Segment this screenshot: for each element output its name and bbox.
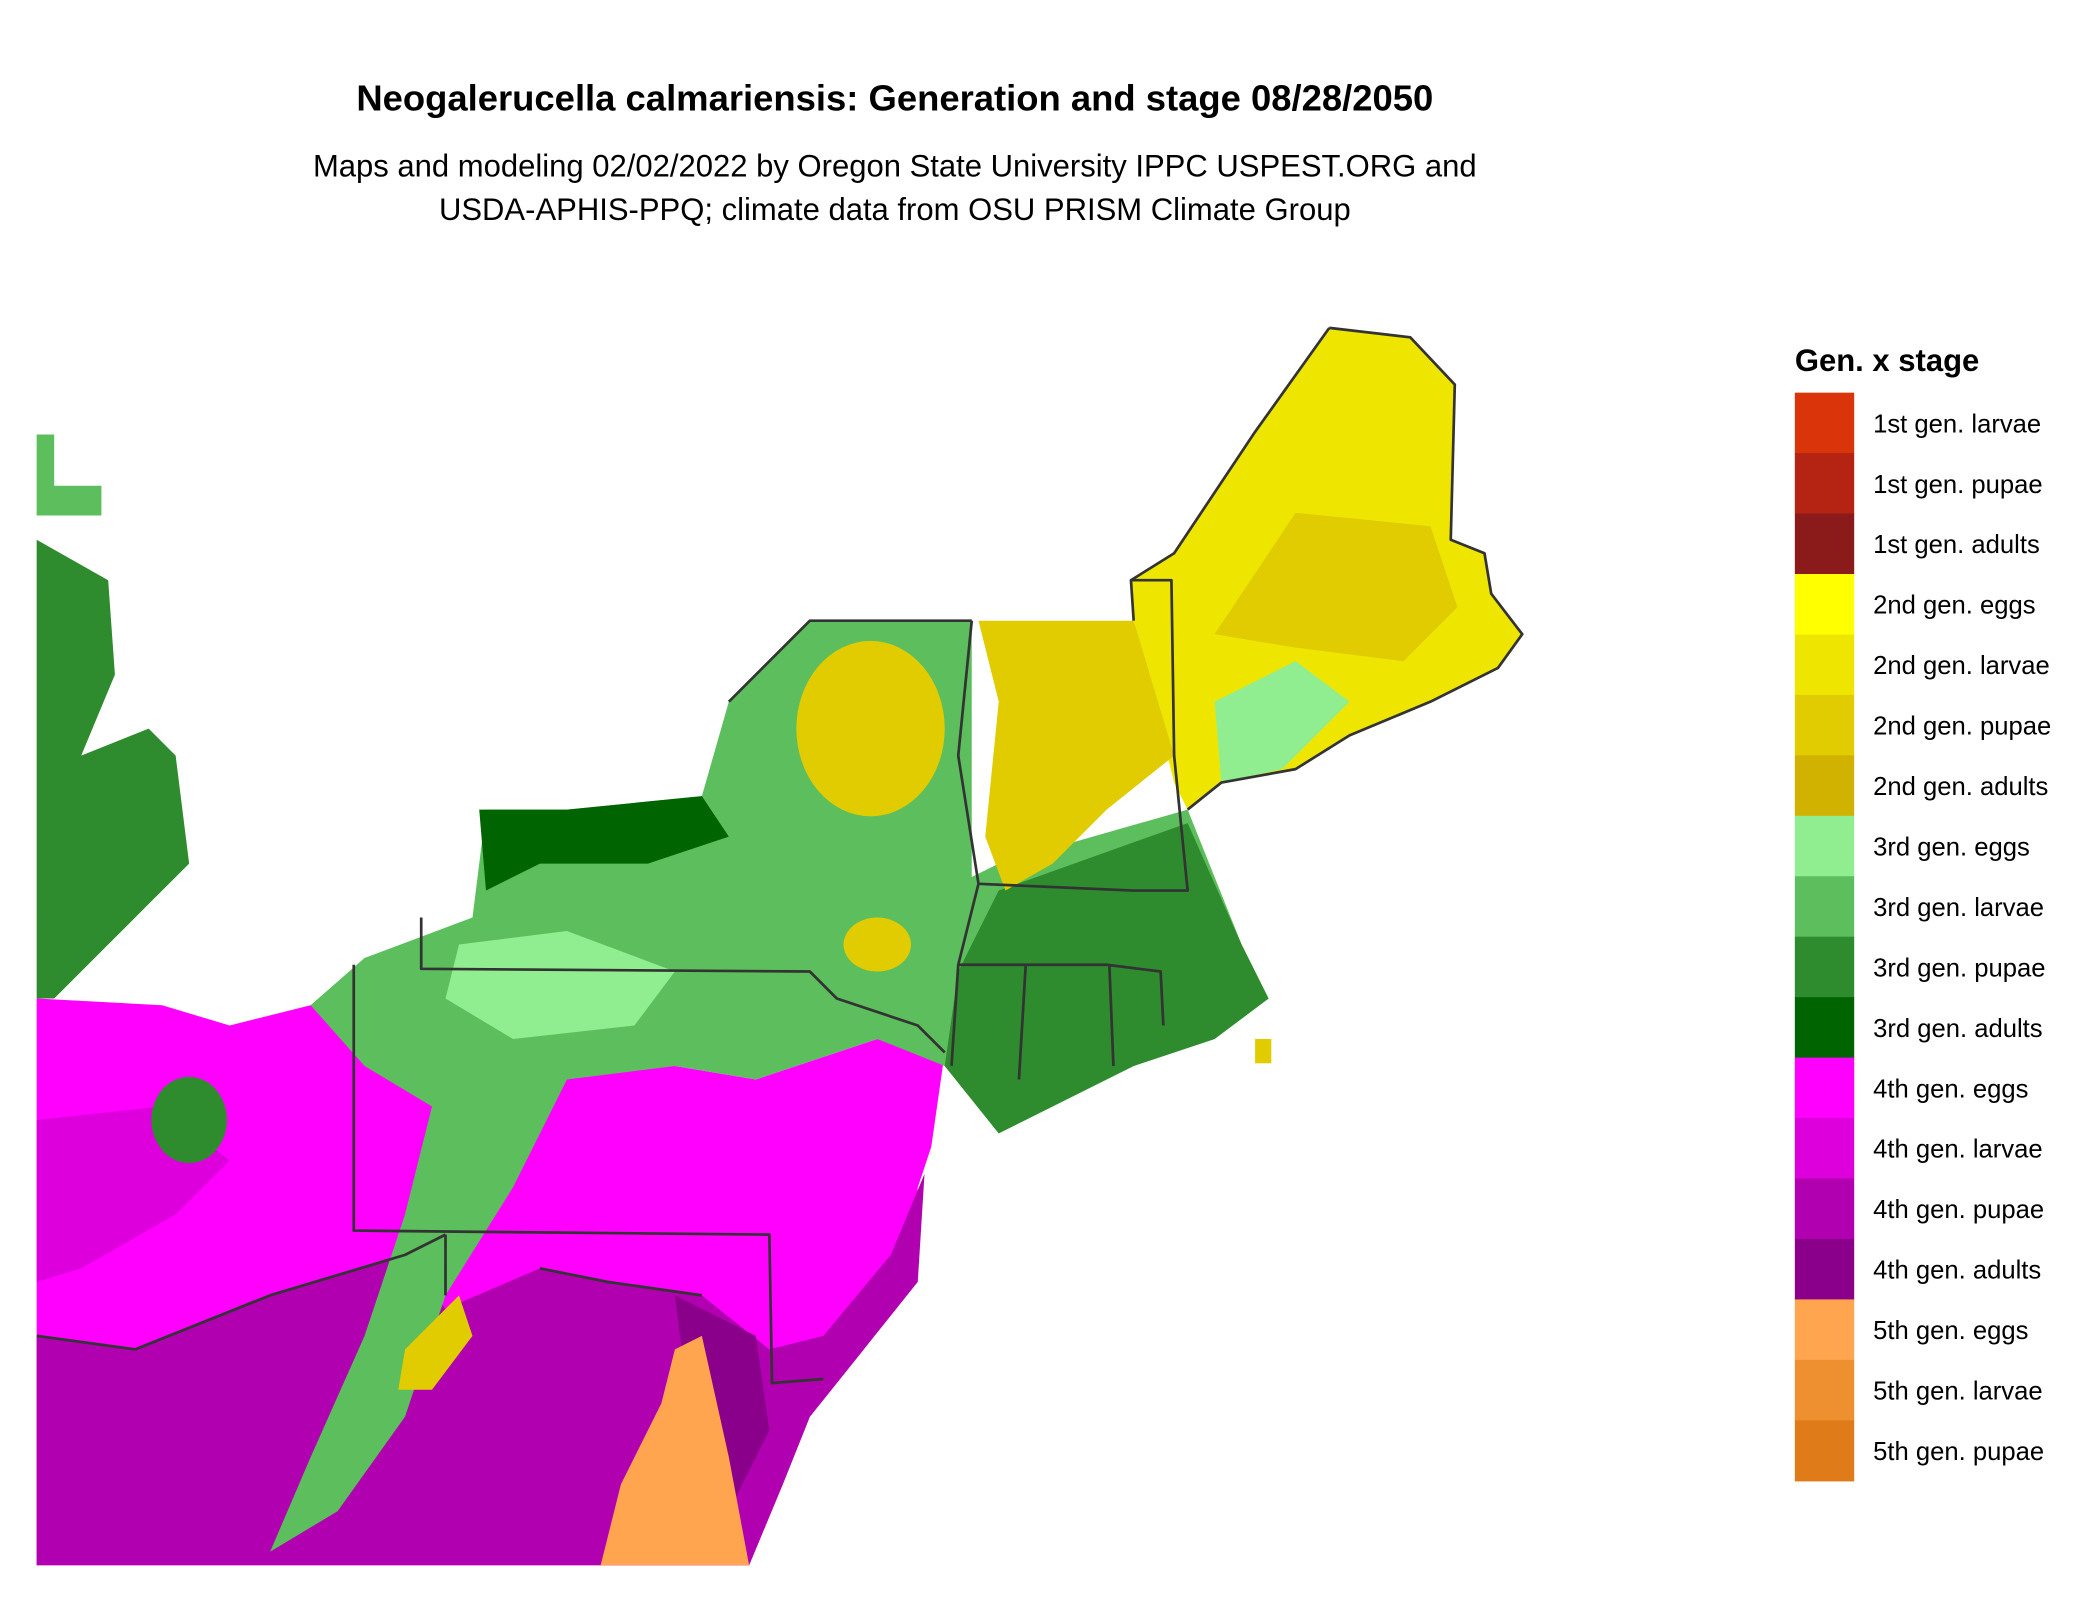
legend-swatch: [1794, 1238, 1855, 1301]
title: Neogalerucella calmariensis: Generation …: [356, 78, 1433, 119]
legend-swatch: [1794, 513, 1855, 575]
state-border: [958, 963, 1165, 1080]
legend-swatch: [1794, 755, 1855, 817]
legend-swatch: [1794, 634, 1855, 696]
legend-label: 1st gen. pupae: [1873, 471, 2043, 499]
legend-label: 1st gen. adults: [1873, 531, 2040, 559]
legend-swatch: [1794, 1299, 1855, 1361]
legend-label: 3rd gen. eggs: [1873, 833, 2030, 861]
region: [479, 796, 729, 891]
subtitle: Maps and modeling 02/02/2022 by Oregon S…: [313, 149, 1477, 184]
state-border: [352, 964, 824, 1385]
legend-label: 1st gen. larvae: [1873, 410, 2041, 438]
legend-title: Gen. x stage: [1795, 343, 1979, 378]
legend-swatch: [1794, 1178, 1855, 1240]
legend-swatch: [1794, 694, 1855, 757]
legend-swatch: [1794, 815, 1855, 877]
legend-label: 4th gen. adults: [1873, 1257, 2041, 1285]
legend-label: 4th gen. larvae: [1873, 1136, 2043, 1164]
legend-swatch: [1794, 936, 1855, 998]
legend-swatch: [1794, 1359, 1855, 1421]
legend-label: 5th gen. pupae: [1873, 1438, 2044, 1466]
legend-swatch: [1794, 1057, 1855, 1119]
map: [36, 326, 1524, 1566]
legend-label: 3rd gen. adults: [1873, 1015, 2043, 1043]
region: [398, 1295, 473, 1390]
legend-label: 2nd gen. larvae: [1873, 652, 2050, 680]
legend-swatch: [1794, 876, 1855, 938]
region: [1214, 512, 1458, 662]
legend-swatch: [1794, 392, 1855, 454]
region: [36, 434, 102, 516]
region: [944, 823, 1269, 1134]
region: [978, 620, 1175, 891]
region: [1255, 1038, 1272, 1064]
region: [36, 539, 190, 999]
legend-swatch: [1794, 1118, 1855, 1180]
region: [445, 931, 675, 1039]
legend-label: 3rd gen. pupae: [1873, 954, 2045, 982]
subtitle: USDA-APHIS-PPQ; climate data from OSU PR…: [439, 192, 1351, 227]
legend-swatch: [1794, 1420, 1855, 1482]
legend-label: 4th gen. pupae: [1873, 1196, 2044, 1224]
state-border: [419, 917, 946, 1054]
state-border: [36, 1233, 703, 1351]
legend-label: 2nd gen. eggs: [1873, 592, 2035, 620]
legend: Gen. x stage 1st gen. larvae 1st gen. pup…: [1794, 343, 2051, 1482]
region: [843, 917, 912, 972]
region: [1214, 661, 1350, 783]
legend-label: 5th gen. eggs: [1873, 1317, 2028, 1345]
legend-swatch: [1794, 574, 1855, 636]
legend-swatch: [1794, 997, 1855, 1059]
legend-label: 4th gen. eggs: [1873, 1075, 2028, 1103]
state-border: [727, 327, 1331, 703]
legend-label: 3rd gen. larvae: [1873, 894, 2044, 922]
region: [796, 640, 945, 817]
legend-swatch: [1794, 453, 1855, 515]
region: [151, 1076, 227, 1164]
legend-label: 2nd gen. adults: [1873, 773, 2048, 801]
coast: [1186, 326, 1524, 811]
legend-label: 2nd gen. pupae: [1873, 713, 2051, 741]
region: [600, 1335, 750, 1566]
legend-label: 5th gen. larvae: [1873, 1378, 2043, 1406]
